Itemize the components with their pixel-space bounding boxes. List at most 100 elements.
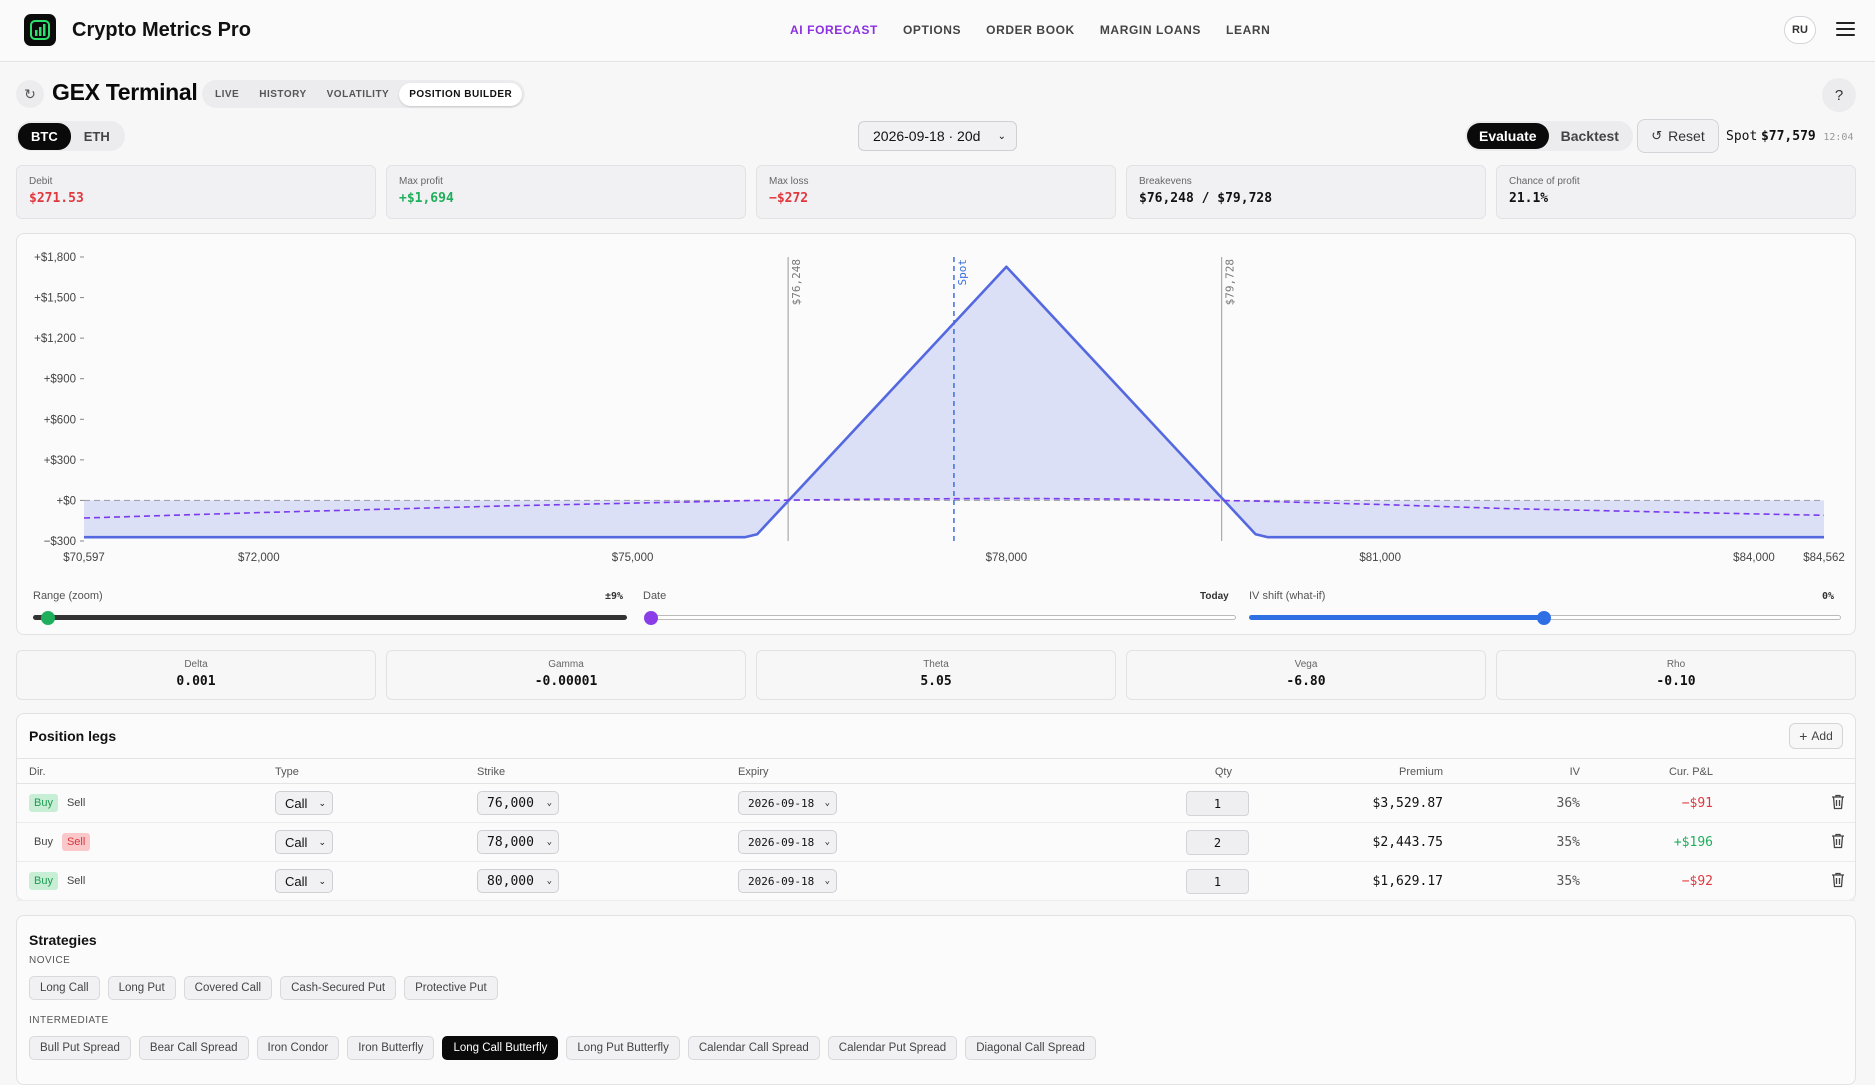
qty-input[interactable]: 1	[1186, 869, 1249, 894]
date-slider-handle[interactable]	[644, 611, 658, 625]
asset-eth[interactable]: ETH	[83, 128, 110, 144]
chevron-down-icon: ⌄	[824, 876, 830, 886]
add-leg-button[interactable]: + Add	[1789, 723, 1843, 749]
stat-card-breakevens: Breakevens $76,248 / $79,728	[1126, 165, 1486, 219]
type-select[interactable]: Call ⌄	[275, 869, 333, 893]
qty-input[interactable]: 1	[1186, 791, 1249, 816]
strategy-chip-diagonal-call-spread[interactable]: Diagonal Call Spread	[965, 1036, 1096, 1060]
payoff-current-line	[83, 497, 1825, 519]
column-header-strike: Strike	[477, 766, 506, 778]
type-select[interactable]: Call ⌄	[275, 830, 333, 854]
app-logo-icon[interactable]	[24, 14, 56, 46]
main-nav: AI FORECAST OPTIONS ORDER BOOK MARGIN LOANS…	[790, 23, 1270, 37]
buy-toggle[interactable]: Buy	[34, 836, 53, 848]
range-slider-handle[interactable]	[41, 611, 55, 625]
table-row: Buy Sell Call ⌄ 76,000 ⌄ 2026-09-18 ⌄ 1 $3,529.87…	[17, 784, 1855, 823]
sell-toggle[interactable]: Sell	[66, 875, 86, 887]
stat-value: $76,248 / $79,728	[1139, 191, 1273, 206]
expiry-select-leg[interactable]: 2026-09-18 ⌄	[738, 830, 837, 854]
expiry-value: 2026-09-18 · 20d	[873, 128, 981, 144]
nav-link-order-book[interactable]: ORDER BOOK	[986, 23, 1075, 37]
direction-toggle[interactable]: Buy Sell	[29, 872, 90, 890]
asset-btc[interactable]: BTC	[18, 122, 71, 150]
legs-table-header: Dir. Type Strike Expiry Qty Premium IV Cur. P&L	[17, 758, 1855, 784]
date-slider-track[interactable]	[651, 615, 1236, 620]
greek-label: Theta	[923, 659, 949, 670]
buy-toggle[interactable]: Buy	[29, 872, 58, 890]
strategy-chip-protective-put[interactable]: Protective Put	[404, 976, 498, 1000]
type-select-value: Call	[285, 795, 308, 811]
refresh-icon[interactable]: ↻	[16, 80, 44, 108]
trash-icon[interactable]	[1831, 872, 1845, 888]
language-switch[interactable]: RU	[1784, 16, 1816, 44]
strategy-chip-iron-condor[interactable]: Iron Condor	[256, 1036, 340, 1060]
strategy-chip-iron-butterfly[interactable]: Iron Butterfly	[347, 1036, 435, 1060]
strategies-panel: Strategies NOVICE Long Call Long Put Covere…	[16, 915, 1856, 1085]
pnl-cell: −$92	[1681, 874, 1713, 889]
legs-title: Position legs	[29, 728, 117, 744]
column-header-premium: Premium	[1398, 766, 1443, 778]
strike-select[interactable]: 80,000 ⌄	[477, 869, 559, 893]
chevron-down-icon: ⌄	[546, 837, 552, 847]
y-tick-label: +$1,800	[34, 252, 76, 264]
backtest-button[interactable]: Backtest	[1560, 128, 1619, 144]
qty-input[interactable]: 2	[1186, 830, 1249, 855]
tab-volatility[interactable]: VOLATILITY	[326, 88, 390, 100]
sell-toggle[interactable]: Sell	[61, 833, 91, 851]
strategy-chip-bull-put-spread[interactable]: Bull Put Spread	[29, 1036, 131, 1060]
iv-slider-track[interactable]	[1544, 615, 1841, 620]
iv-slider-handle[interactable]	[1537, 611, 1551, 625]
tab-history[interactable]: HISTORY	[259, 88, 307, 100]
range-slider-track[interactable]	[33, 615, 627, 620]
strategy-chip-long-put[interactable]: Long Put	[107, 976, 176, 1000]
strategy-chip-calendar-put-spread[interactable]: Calendar Put Spread	[827, 1036, 958, 1060]
strategy-chip-covered-call[interactable]: Covered Call	[183, 976, 273, 1000]
strategy-chip-long-call[interactable]: Long Call	[29, 976, 100, 1000]
type-select-value: Call	[285, 834, 308, 850]
strike-select[interactable]: 78,000 ⌄	[477, 830, 559, 854]
stat-card-chance-of-profit: Chance of profit 21.1%	[1496, 165, 1856, 219]
strategy-chip-bear-call-spread[interactable]: Bear Call Spread	[138, 1036, 249, 1060]
x-tick-label: $70,597	[63, 552, 105, 564]
x-tick-label: $75,000	[612, 552, 654, 564]
trash-icon[interactable]	[1831, 833, 1845, 849]
nav-link-ai-forecast[interactable]: AI FORECAST	[790, 23, 878, 37]
direction-toggle[interactable]: Buy Sell	[29, 794, 90, 812]
direction-toggle[interactable]: Buy Sell	[29, 833, 91, 851]
strategy-chip-calendar-call-spread[interactable]: Calendar Call Spread	[687, 1036, 820, 1060]
nav-link-options[interactable]: OPTIONS	[902, 23, 962, 37]
strategy-chip-long-put-butterfly[interactable]: Long Put Butterfly	[566, 1036, 680, 1060]
strike-select[interactable]: 76,000 ⌄	[477, 791, 559, 815]
reset-button[interactable]: ↺ Reset	[1637, 119, 1719, 153]
type-select-value: Call	[285, 873, 308, 889]
view-tabs: LIVE HISTORY VOLATILITY POSITION BUILDER	[202, 80, 526, 108]
menu-icon[interactable]	[1836, 22, 1855, 36]
tab-position-builder[interactable]: POSITION BUILDER	[399, 82, 523, 106]
stat-card-max-loss: Max loss −$272	[756, 165, 1116, 219]
add-leg-label: Add	[1811, 729, 1833, 743]
payoff-chart[interactable]: +$1,800 +$1,500 +$1,200 +$900 +$600 +$300 +$0 −…	[17, 234, 1857, 584]
trash-icon[interactable]	[1831, 794, 1845, 810]
sell-toggle[interactable]: Sell	[66, 797, 86, 809]
spot-time: 12:04	[1823, 132, 1854, 143]
nav-link-margin-loans[interactable]: MARGIN LOANS	[1099, 23, 1202, 37]
expiry-select-leg[interactable]: 2026-09-18 ⌄	[738, 869, 837, 893]
nav-link-learn[interactable]: LEARN	[1226, 23, 1271, 37]
strategy-chip-long-call-butterfly[interactable]: Long Call Butterfly	[442, 1036, 559, 1060]
expiry-select-leg[interactable]: 2026-09-18 ⌄	[738, 791, 837, 815]
greek-delta: Delta 0.001	[16, 650, 376, 700]
strategy-chip-list: Bull Put Spread Bear Call Spread Iron Cond…	[29, 1036, 1096, 1060]
y-tick-label: −$300	[44, 536, 76, 548]
help-button[interactable]: ?	[1822, 78, 1856, 112]
expiry-select[interactable]: 2026-09-18 · 20d ⌄	[858, 121, 1017, 151]
column-header-type: Type	[275, 766, 299, 778]
evaluate-button[interactable]: Evaluate	[1467, 123, 1549, 149]
tab-live[interactable]: LIVE	[215, 88, 240, 100]
strategy-chip-cash-secured-put[interactable]: Cash-Secured Put	[280, 976, 397, 1000]
type-select[interactable]: Call ⌄	[275, 791, 333, 815]
x-tick-label: $81,000	[1359, 552, 1401, 564]
strike-select-value: 80,000	[487, 873, 534, 889]
buy-toggle[interactable]: Buy	[29, 794, 58, 812]
app-title[interactable]: Crypto Metrics Pro	[72, 19, 251, 41]
greek-rho: Rho -0.10	[1496, 650, 1856, 700]
